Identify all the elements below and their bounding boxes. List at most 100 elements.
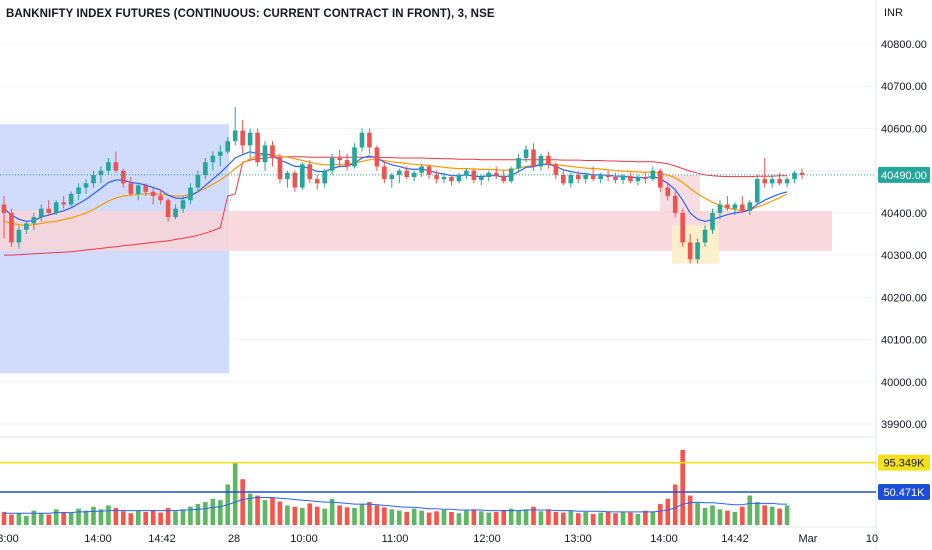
last-price-badge: [878, 166, 930, 183]
volume-bar: [650, 511, 656, 525]
candle: [307, 164, 313, 180]
candle: [329, 158, 335, 171]
volume-bar: [657, 504, 663, 525]
volume-bar: [285, 505, 290, 525]
volume-bar: [247, 493, 253, 525]
volume-bar: [478, 511, 484, 525]
candle: [240, 130, 245, 146]
volume-bar: [769, 506, 775, 525]
candle: [285, 172, 290, 180]
volume-bar: [210, 498, 216, 525]
volume-bar: [538, 511, 544, 525]
candle: [426, 166, 432, 175]
candle: [762, 179, 768, 184]
candle: [389, 174, 395, 180]
candle: [635, 177, 641, 182]
volume-bar: [98, 509, 104, 525]
volume-bar: [710, 505, 715, 525]
volume-bar: [300, 508, 305, 525]
candle: [605, 174, 611, 177]
candle: [478, 177, 484, 180]
candle: [135, 185, 141, 194]
candle: [516, 158, 521, 169]
volume-bar: [531, 506, 536, 525]
volume-bar: [575, 513, 581, 525]
volume-bar: [337, 505, 342, 525]
candle: [553, 164, 559, 175]
volume-bar: [687, 495, 693, 525]
candle: [531, 149, 536, 167]
time-tick-label: 10:00: [290, 533, 318, 545]
volume-bar: [9, 514, 14, 525]
volume-bar: [143, 511, 149, 525]
volume-bar: [680, 449, 685, 525]
time-tick-label: 13:00: [564, 533, 592, 545]
candle: [419, 166, 424, 173]
volume-bar: [583, 511, 589, 525]
candle: [665, 187, 671, 196]
volume-bar: [352, 508, 357, 525]
time-tick-label: 3:00: [0, 533, 19, 545]
candle: [113, 162, 119, 171]
candle: [300, 164, 305, 188]
ema-fast-line: [3, 151, 788, 222]
price-tick-label: 40200.00: [881, 292, 927, 304]
volume-bar: [68, 512, 74, 525]
volume-bar: [195, 504, 201, 525]
volume-bar: [635, 513, 641, 525]
candle: [561, 174, 566, 184]
volume-bar: [628, 512, 633, 525]
candle: [754, 179, 760, 203]
candle: [456, 174, 462, 182]
candle: [367, 132, 372, 148]
candle: [546, 155, 551, 165]
volume-bar: [188, 506, 193, 525]
candle: [91, 174, 96, 184]
last-price-label: 40490.00: [881, 170, 927, 182]
ema-slow-line: [3, 154, 788, 227]
time-tick-label: 14:00: [84, 533, 112, 545]
vwap-line: [4, 156, 788, 256]
volume-bar: [38, 513, 44, 525]
candle: [523, 149, 529, 158]
price-tick-label: 40300.00: [881, 250, 927, 262]
candle: [143, 185, 149, 192]
volume-bar: [158, 512, 163, 525]
candle: [173, 208, 178, 218]
candle: [575, 174, 581, 180]
volume-bar: [672, 484, 678, 525]
volume-bar: [314, 506, 320, 525]
candle: [270, 145, 275, 158]
volume-level-badge: [878, 454, 930, 471]
chart-title: BANKNIFTY INDEX FUTURES (CONTINUOUS: CUR…: [6, 8, 495, 20]
volume-bar: [568, 510, 574, 525]
candle: [61, 202, 66, 205]
time-tick-label: 28: [228, 533, 240, 545]
candle: [9, 212, 14, 243]
candle: [769, 179, 775, 184]
volume-bar: [702, 508, 708, 525]
candle: [396, 170, 402, 175]
volume-level-label: 95.349K: [884, 458, 926, 470]
volume-bar: [725, 510, 730, 525]
volume-bar: [471, 509, 477, 525]
currency-label: INR: [884, 7, 903, 19]
volume-level-badge: [878, 483, 930, 500]
candle: [344, 160, 350, 167]
volume-bar: [456, 513, 462, 525]
candle: [732, 204, 738, 209]
volume-bar: [83, 510, 89, 525]
volume-bar: [546, 509, 551, 525]
candle: [792, 172, 797, 180]
candle: [188, 187, 193, 201]
candle: [165, 200, 171, 218]
candle: [449, 177, 454, 182]
volume-bar: [449, 511, 454, 525]
candle: [337, 158, 342, 161]
candle: [598, 174, 603, 180]
candle: [225, 141, 231, 152]
price-tick-label: 40700.00: [881, 81, 927, 93]
volume-bar: [382, 507, 387, 525]
